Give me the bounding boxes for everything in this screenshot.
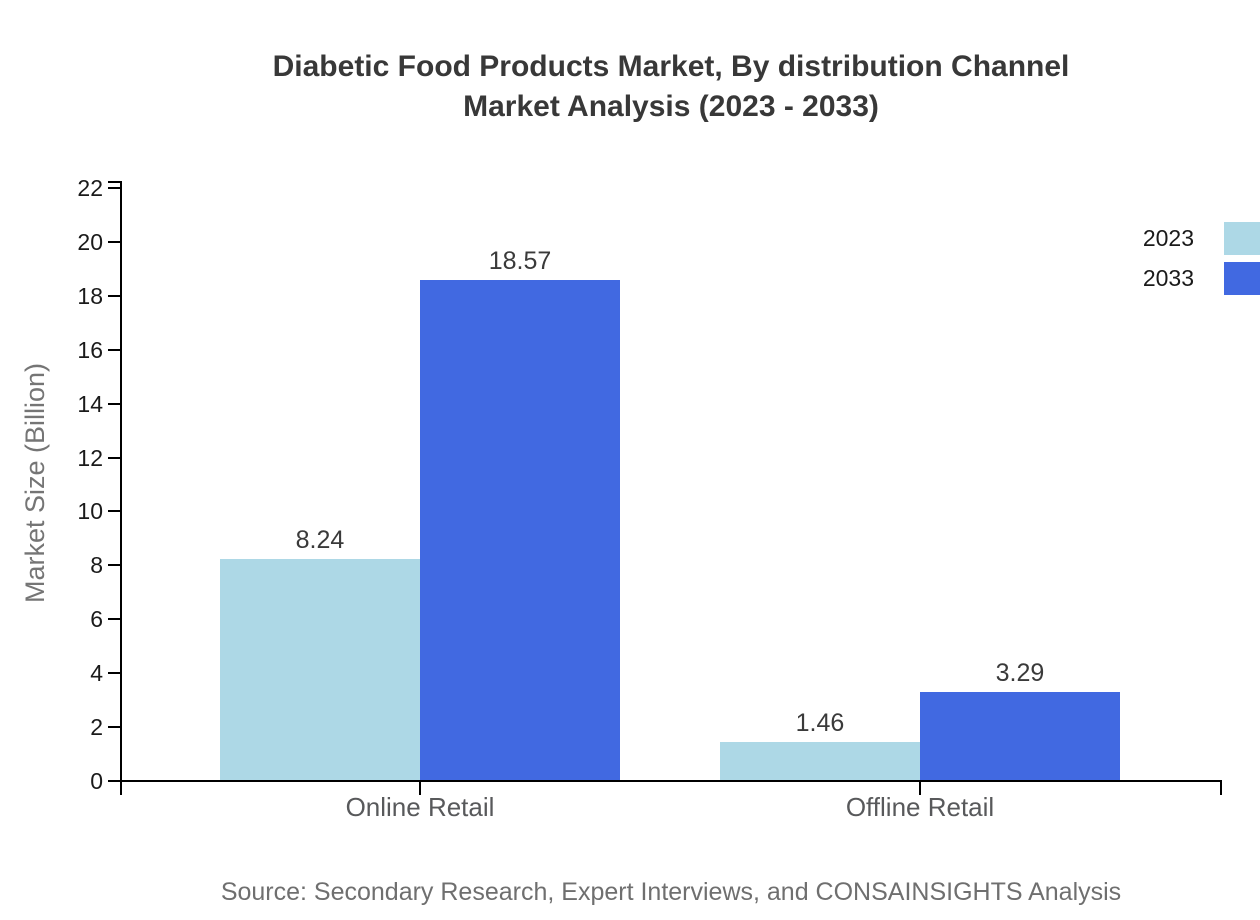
chart-title-line1: Diabetic Food Products Market, By distri… — [272, 50, 1070, 83]
x-tick-mark — [419, 782, 421, 795]
y-tick-mark — [108, 510, 121, 513]
value-label-online-retail-2033: 18.57 — [488, 247, 552, 276]
source-note: Source: Secondary Research, Expert Inter… — [220, 878, 1122, 906]
y-tick-label: 8 — [90, 552, 103, 579]
legend-label-2033: 2033 — [1142, 264, 1194, 291]
y-tick-mark — [108, 456, 121, 459]
y-tick-mark — [108, 726, 121, 729]
category-label-offline-retail: Offline Retail — [845, 792, 995, 822]
y-tick-label: 6 — [90, 606, 103, 633]
y-tick-mark — [108, 564, 121, 567]
y-tick-mark — [108, 294, 121, 297]
legend-swatch-2033 — [1224, 261, 1260, 295]
y-tick-label: 14 — [77, 390, 103, 417]
legend: 2023 2033 — [1143, 218, 1260, 298]
chart-title: Diabetic Food Products Market, By distri… — [120, 47, 1222, 127]
y-tick-mark — [108, 187, 121, 189]
y-tick-mark — [108, 348, 121, 351]
value-label-online-retail-2023: 8.24 — [295, 525, 345, 554]
y-axis-top-cap — [108, 181, 122, 183]
legend-row-2023: 2023 — [1143, 218, 1260, 258]
y-tick-label: 22 — [77, 175, 103, 201]
bar-online-retail-2033 — [420, 280, 620, 781]
y-tick-label: 18 — [77, 282, 103, 309]
y-tick-mark — [108, 672, 121, 675]
y-tick-mark — [108, 402, 121, 405]
legend-swatch-2023 — [1224, 221, 1260, 255]
bar-online-retail-2023 — [220, 558, 420, 781]
bar-offline-retail-2033 — [920, 692, 1120, 781]
x-tick-mark — [919, 782, 921, 795]
category-label-online-retail: Online Retail — [345, 792, 495, 822]
value-label-offline-retail-2033: 3.29 — [995, 659, 1045, 688]
chart-title-line2: Market Analysis (2023 - 2033) — [463, 90, 879, 123]
x-axis-right-cap — [1220, 780, 1222, 795]
value-label-offline-retail-2023: 1.46 — [795, 708, 845, 737]
y-tick-label: 0 — [90, 768, 103, 794]
y-tick-label: 20 — [77, 228, 103, 255]
y-tick-label: 4 — [90, 660, 103, 687]
y-tick-mark — [108, 240, 121, 243]
y-tick-label: 10 — [77, 498, 103, 525]
bar-offline-retail-2023 — [720, 741, 920, 781]
y-axis-line — [120, 182, 122, 795]
y-tick-label: 2 — [90, 714, 103, 741]
x-axis-line — [108, 780, 1222, 782]
legend-label-2023: 2023 — [1142, 224, 1194, 251]
y-tick-mark — [108, 618, 121, 621]
legend-row-2033: 2033 — [1143, 258, 1260, 298]
y-tick-label: 12 — [77, 444, 103, 471]
y-tick-label: 16 — [77, 336, 103, 363]
